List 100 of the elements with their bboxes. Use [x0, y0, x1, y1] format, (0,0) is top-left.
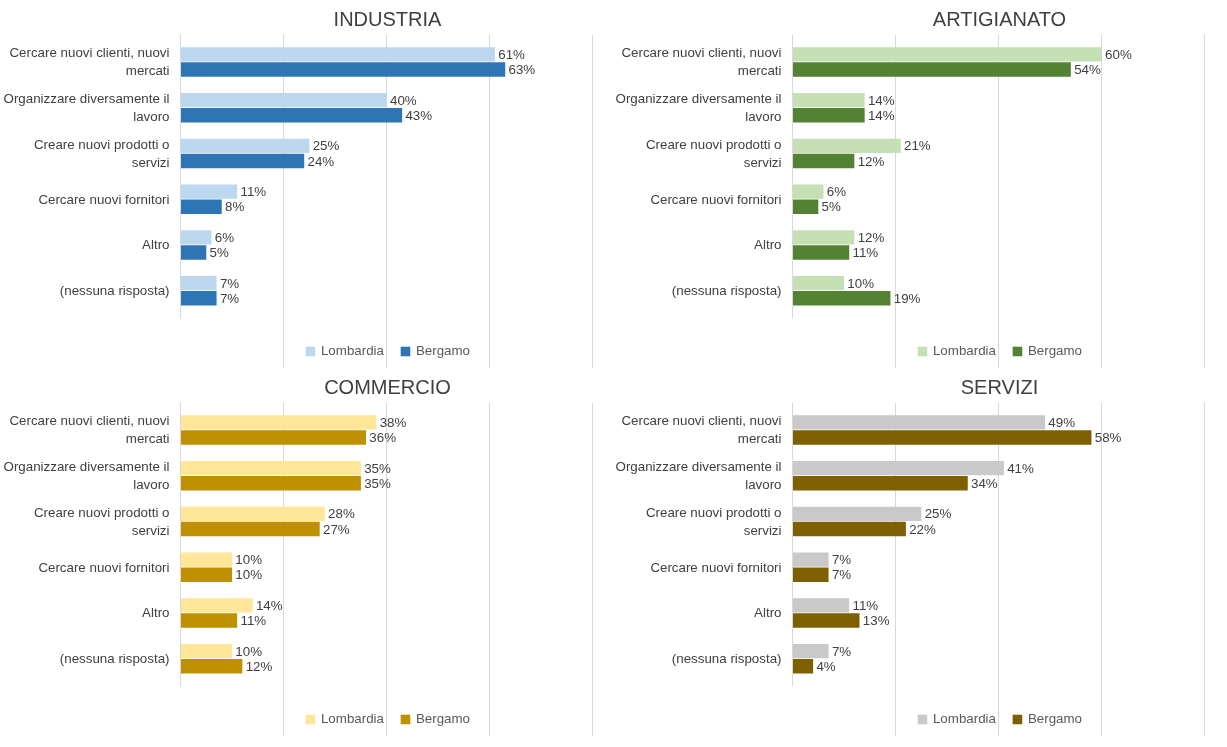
bar — [180, 276, 217, 291]
chart-title: SERVIZI — [960, 375, 1039, 398]
bar — [792, 108, 865, 123]
y-tick-label: Creare nuovi prodotti o servizi — [33, 136, 170, 170]
bar — [180, 460, 361, 476]
y-tick-label: Cercare nuovi fornitori — [650, 559, 782, 575]
data-label: 28% — [328, 506, 355, 522]
bar — [180, 415, 377, 430]
data-label: 63% — [508, 62, 536, 77]
chart-title: COMMERCIO — [324, 375, 451, 398]
bar — [792, 552, 829, 567]
data-label: 7% — [219, 290, 240, 306]
data-label: 38% — [379, 414, 407, 430]
bar — [792, 476, 968, 491]
bar — [792, 460, 1004, 476]
bar — [792, 415, 1046, 430]
legend-label: Bergamo — [415, 711, 471, 726]
bar — [792, 184, 824, 199]
data-label: 22% — [909, 521, 937, 537]
bar — [180, 47, 495, 62]
legend-label: Lombardia — [320, 343, 384, 358]
data-label: 54% — [1074, 62, 1101, 77]
bar — [180, 230, 212, 245]
y-tick-label: Creare nuovi prodotti o servizi — [645, 136, 782, 170]
data-label: 4% — [816, 658, 836, 674]
bar — [792, 567, 829, 582]
legend-label: Lombardia — [932, 711, 996, 726]
data-label: 13% — [862, 613, 890, 629]
y-tick-label: Altro — [754, 237, 782, 253]
data-label: 60% — [1105, 46, 1132, 62]
bar — [792, 430, 1092, 445]
data-label: 35% — [364, 460, 392, 476]
data-label: 43% — [405, 107, 433, 123]
y-tick-label: Altro — [142, 237, 170, 253]
data-label: 19% — [893, 290, 921, 306]
data-label: 10% — [235, 643, 263, 659]
data-label: 49% — [1048, 414, 1076, 430]
bar — [180, 644, 233, 659]
data-label: 41% — [1007, 460, 1034, 476]
bar — [180, 108, 403, 123]
bar — [180, 506, 325, 522]
y-tick-label: Organizzare diversamente il lavoro — [615, 91, 782, 125]
bar — [792, 598, 850, 613]
bar — [180, 62, 506, 77]
bar — [792, 613, 860, 628]
data-label: 11% — [852, 597, 879, 613]
bar — [180, 92, 387, 108]
bar — [792, 659, 814, 674]
y-tick-label: Cercare nuovi fornitori — [38, 559, 170, 575]
y-tick-label: Organizzare diversamente il lavoro — [615, 459, 782, 493]
data-label: 35% — [364, 475, 392, 491]
y-tick-label: (nessuna risposta) — [59, 651, 170, 667]
data-label: 61% — [498, 46, 526, 62]
data-label: 10% — [235, 567, 263, 583]
data-label: 40% — [389, 92, 417, 108]
data-label: 6% — [214, 229, 235, 245]
bar — [792, 506, 922, 522]
y-tick-label: Altro — [754, 605, 782, 621]
bar — [792, 92, 865, 108]
bar — [180, 138, 310, 154]
bar — [792, 230, 855, 245]
bar — [792, 245, 850, 260]
bar — [792, 199, 819, 214]
data-label: 14% — [867, 92, 895, 108]
data-label: 14% — [255, 597, 283, 613]
y-tick-label: (nessuna risposta) — [671, 651, 782, 667]
bar — [792, 47, 1102, 62]
legend-label: Bergamo — [1027, 343, 1083, 358]
data-label: 58% — [1094, 430, 1122, 445]
y-tick-label: Cercare nuovi fornitori — [38, 191, 170, 207]
y-tick-label: Cercare nuovi clienti, nuovi mercati — [9, 413, 170, 447]
data-label: 14% — [867, 107, 895, 123]
bar — [792, 62, 1071, 77]
bar — [180, 291, 217, 306]
y-tick-label: Cercare nuovi fornitori — [650, 191, 782, 207]
y-tick-label: Altro — [142, 605, 170, 621]
bar — [792, 276, 845, 291]
bar — [180, 598, 253, 613]
bar — [180, 430, 367, 445]
chart-title: ARTIGIANATO — [932, 7, 1067, 30]
data-label: 7% — [219, 275, 240, 291]
data-label: 36% — [369, 430, 397, 445]
bar — [180, 184, 238, 199]
data-label: 10% — [235, 552, 263, 568]
data-label: 25% — [924, 506, 952, 522]
bar — [180, 659, 243, 674]
data-label: 12% — [857, 153, 885, 169]
bar — [792, 138, 901, 154]
legend-label: Bergamo — [1027, 711, 1083, 726]
bar — [180, 521, 320, 537]
legend-label: Lombardia — [320, 711, 384, 726]
data-label: 11% — [240, 613, 267, 629]
data-label: 12% — [857, 229, 885, 245]
bar — [792, 291, 891, 306]
data-label: 21% — [904, 138, 931, 154]
bar — [792, 521, 906, 537]
y-tick-label: Cercare nuovi clienti, nuovi mercati — [621, 45, 782, 79]
data-label: 10% — [847, 275, 875, 291]
bar — [180, 153, 305, 169]
data-label: 27% — [322, 521, 350, 537]
